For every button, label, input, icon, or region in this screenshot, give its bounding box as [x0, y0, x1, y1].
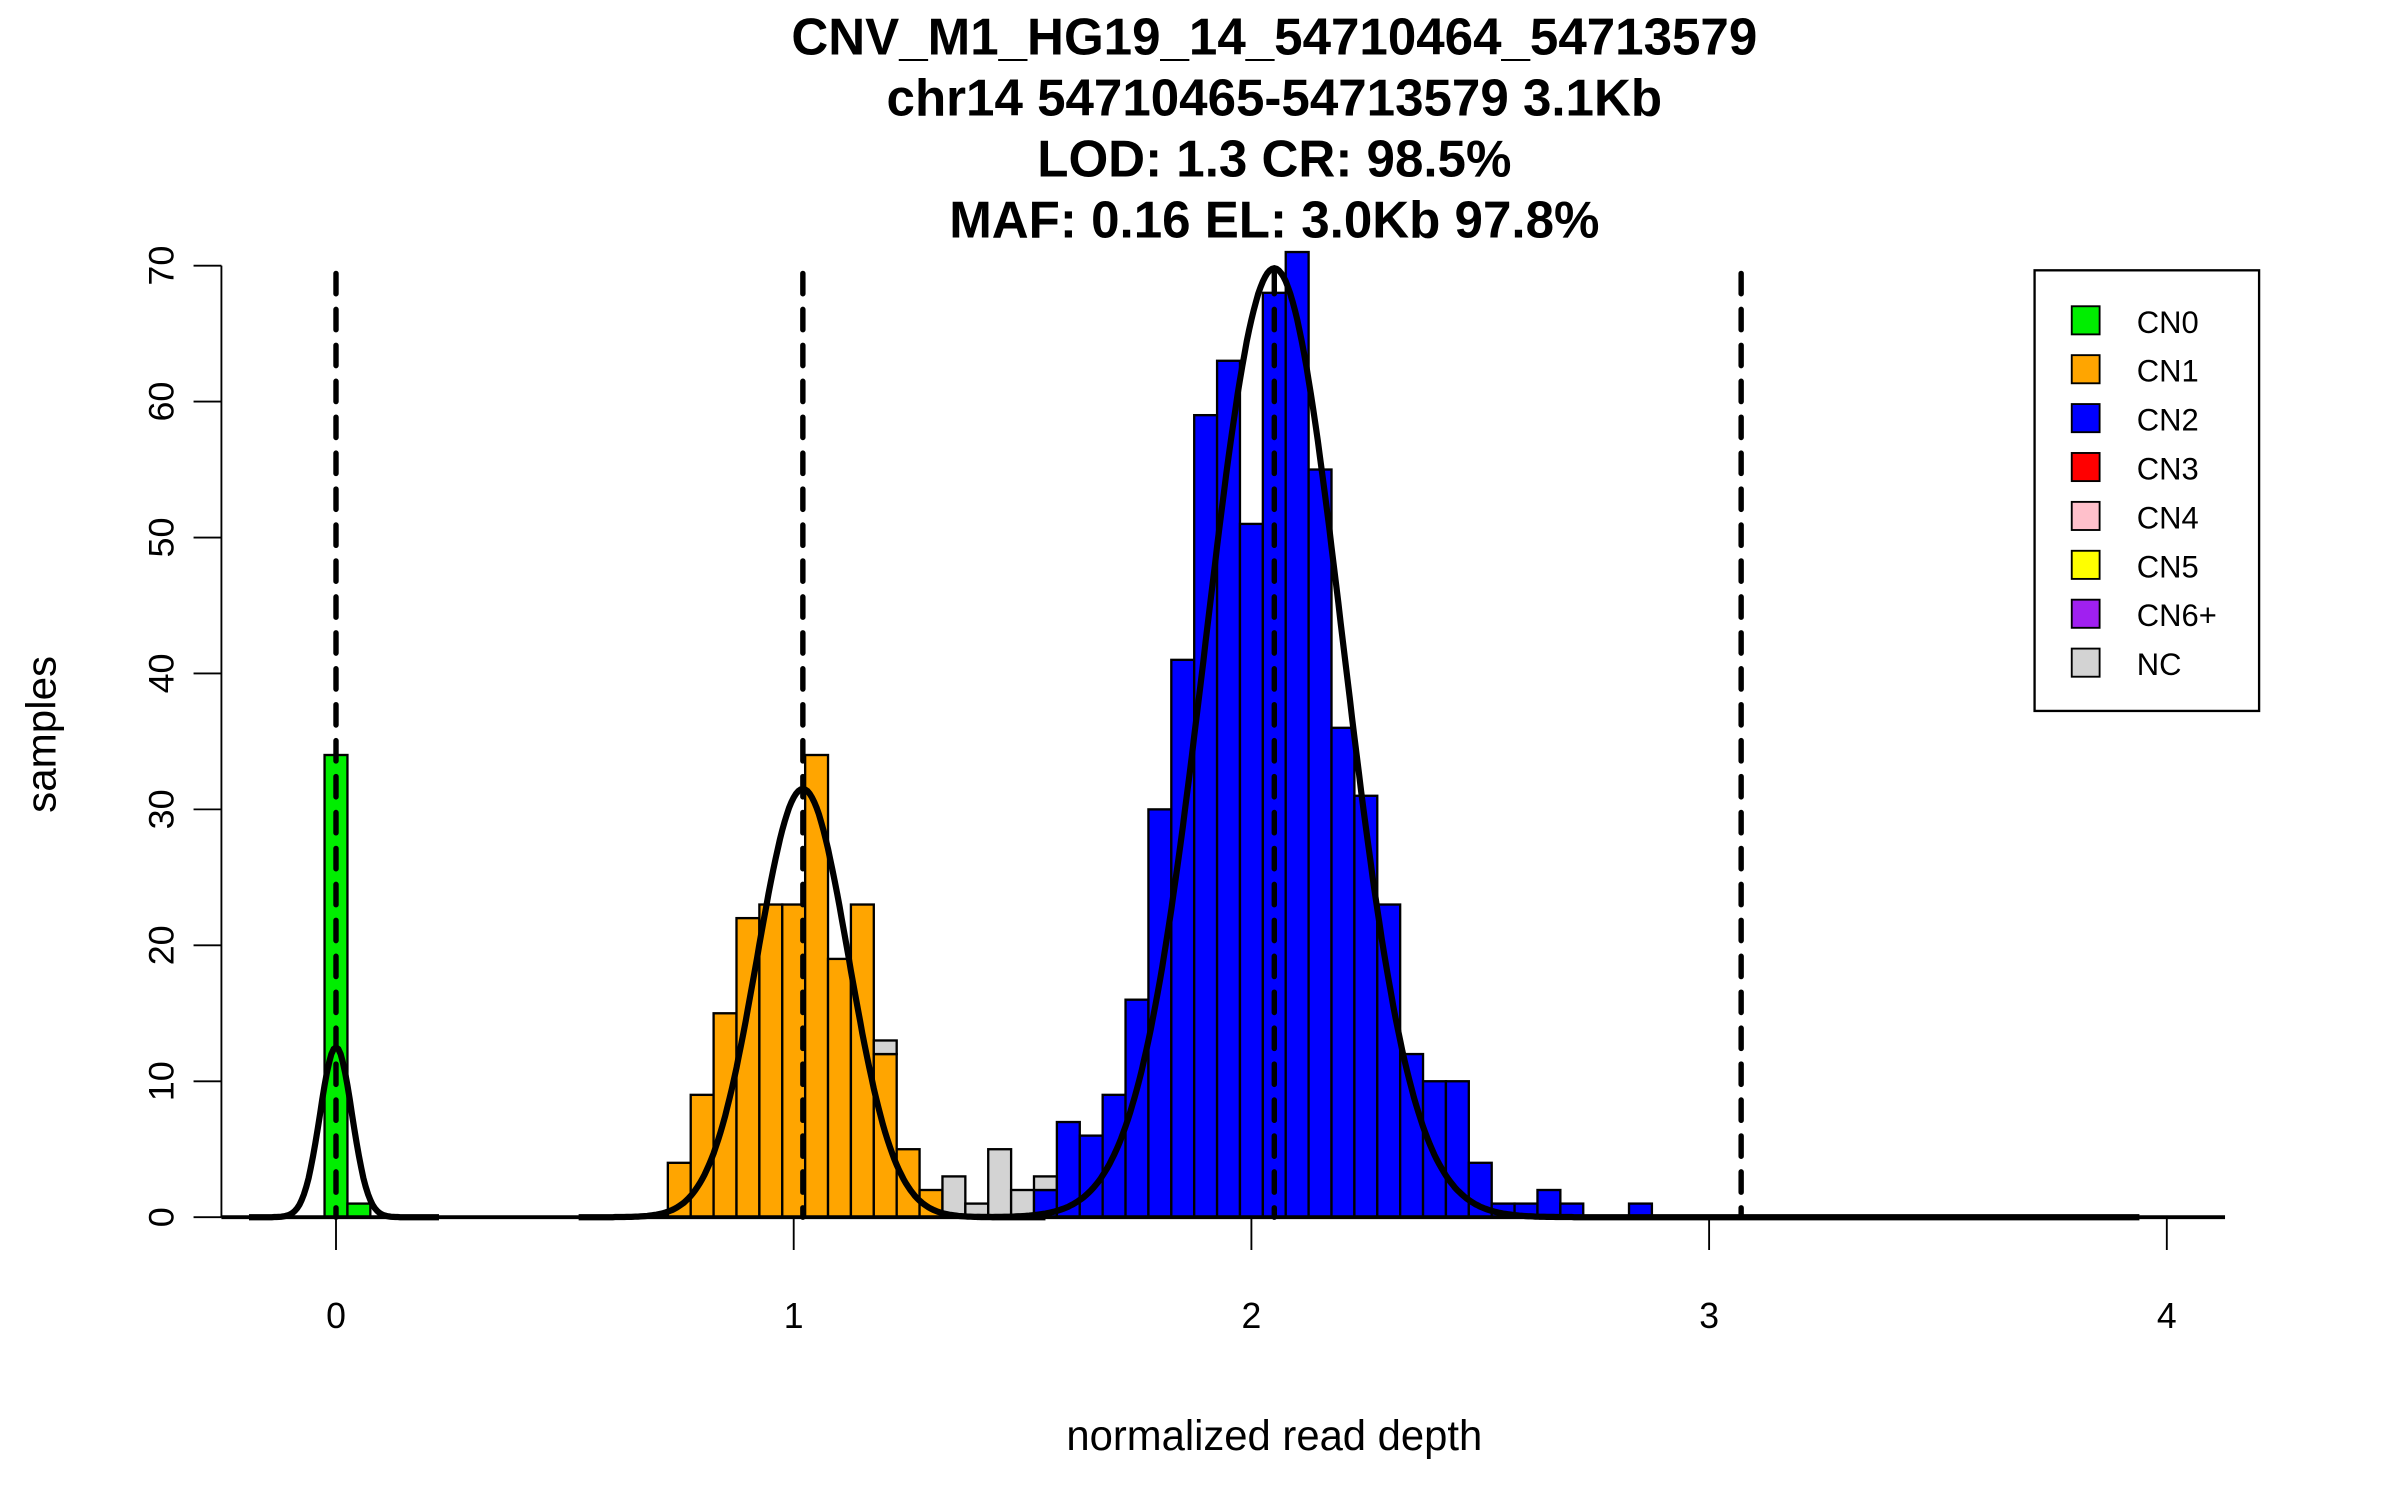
x-tick-label: 4	[2157, 1296, 2177, 1336]
legend-swatch	[2070, 549, 2101, 580]
bar-cn2	[1330, 726, 1356, 1219]
y-axis-label: samples	[18, 656, 65, 813]
y-tick-label: 0	[142, 1207, 182, 1227]
y-tick-label: 10	[142, 1061, 182, 1101]
x-tick-label: 3	[1699, 1296, 1719, 1336]
bar-cn2	[1536, 1188, 1562, 1219]
y-tick-label: 50	[142, 518, 182, 558]
y-tick-label: 60	[142, 382, 182, 422]
threshold-lines	[333, 270, 1744, 1220]
bar-nc	[987, 1148, 1013, 1219]
bar-cn2	[1284, 250, 1310, 1219]
legend-label: CN0	[2137, 305, 2199, 340]
title-line-2: chr14 54710465-54713579 3.1Kb	[887, 69, 1663, 126]
legend-label: CN5	[2137, 549, 2199, 584]
bar-cn2	[1215, 359, 1242, 1219]
bar-cn0	[346, 1202, 372, 1219]
legend-label: CN2	[2137, 402, 2199, 437]
bar-cn1	[826, 957, 853, 1219]
title-line-3: LOD: 1.3 CR: 98.5%	[1037, 130, 1511, 187]
legend-label: NC	[2137, 647, 2182, 682]
y-tick-label: 70	[142, 246, 182, 286]
title-line-1: CNV_M1_HG19_14_54710464_54713579	[791, 8, 1757, 65]
chart-title: CNV_M1_HG19_14_54710464_54713579 chr14 5…	[791, 8, 1757, 248]
legend-swatch	[2070, 403, 2101, 434]
y-tick-label: 20	[142, 925, 182, 965]
x-axis-label: normalized read depth	[1066, 1412, 1482, 1459]
legend-label: CN6+	[2137, 598, 2217, 633]
bar-cn2	[1353, 794, 1379, 1219]
histogram-bars	[323, 250, 1654, 1219]
legend-swatch	[2070, 305, 2101, 336]
x-tick-label: 2	[1241, 1296, 1261, 1336]
legend-swatch	[2070, 500, 2101, 531]
legend: CN0 CN1 CN2 CN3 CN4 CN5 CN6+ NC	[2033, 269, 2261, 713]
legend-label: CN1	[2137, 354, 2199, 389]
legend-label: CN3	[2137, 451, 2199, 486]
bar-nc	[872, 1039, 898, 1056]
legend-box	[2033, 269, 2261, 713]
bar-cn1	[758, 903, 784, 1219]
legend-swatch	[2070, 354, 2101, 385]
bar-cn2	[1307, 468, 1333, 1219]
x-tick-label: 0	[326, 1296, 346, 1336]
legend-swatch	[2070, 647, 2101, 678]
bar-nc	[1032, 1175, 1059, 1192]
x-tick-label: 1	[784, 1296, 804, 1336]
title-line-4: MAF: 0.16 EL: 3.0Kb 97.8%	[949, 191, 1599, 248]
legend-swatch	[2070, 452, 2101, 483]
y-tick-label: 30	[142, 789, 182, 829]
bar-cn2	[1238, 522, 1265, 1219]
legend-swatch	[2070, 598, 2101, 629]
bar-cn2	[1193, 413, 1219, 1219]
legend-label: CN4	[2137, 500, 2199, 535]
y-tick-label: 40	[142, 653, 182, 693]
